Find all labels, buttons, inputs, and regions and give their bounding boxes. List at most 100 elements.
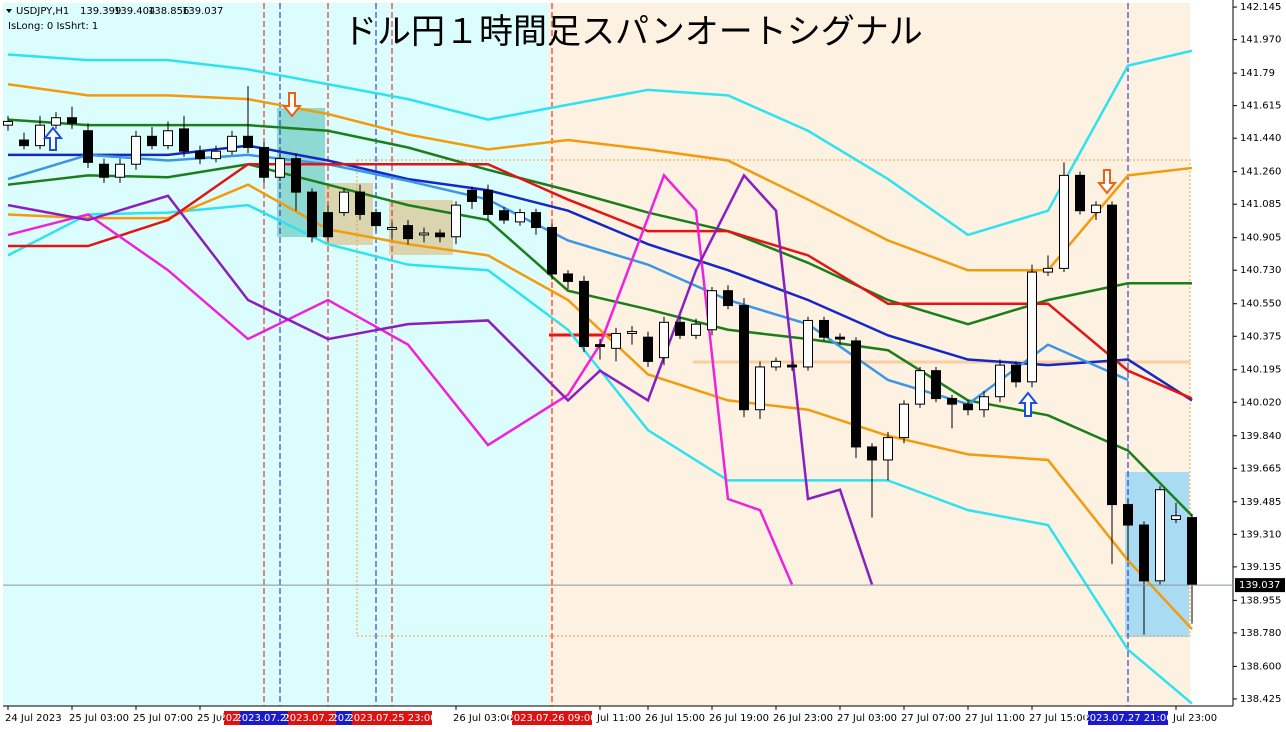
y-tick-label: 138.955 — [1240, 595, 1281, 606]
y-tick-label: 141.260 — [1240, 167, 1281, 178]
candle-down — [531, 212, 541, 228]
candle-up — [51, 117, 61, 126]
candle-up — [611, 332, 621, 349]
candle-up — [883, 437, 893, 461]
indicator-line — [7, 173, 874, 585]
candle-down — [243, 135, 253, 148]
buy-arrow — [42, 126, 64, 151]
candle-up — [339, 191, 349, 214]
candle-down — [483, 189, 493, 215]
candle-up — [35, 124, 45, 147]
candle-up — [691, 323, 701, 336]
plot — [3, 3, 1197, 706]
x-tick-label: 27 Jul 07:00 — [901, 713, 961, 724]
x-tick-label: Jul 11:00 — [596, 713, 641, 724]
y-tick-label: 140.375 — [1240, 331, 1281, 342]
indicator-line — [7, 162, 1193, 517]
x-tick-label: 25 Jul 03:00 — [69, 713, 129, 724]
y-tick-label: 140.730 — [1240, 265, 1281, 276]
y-tick-label: 141.970 — [1240, 35, 1281, 46]
candle-down — [1107, 204, 1117, 506]
indicator-line — [8, 162, 1193, 400]
candle-up — [115, 163, 125, 178]
y-tick-label: 142.145 — [1240, 2, 1281, 13]
candle-up — [803, 319, 813, 368]
y-tick-label: 139.840 — [1240, 431, 1281, 442]
candle-up — [1043, 267, 1053, 273]
y-tick-label: 141.440 — [1240, 133, 1281, 144]
range-outline — [356, 159, 1191, 637]
x-tick-label: 26 Jul 15:00 — [645, 713, 705, 724]
indicator-line — [7, 49, 1193, 237]
time-marker-label: 2023.07.25 19:00 — [283, 713, 372, 724]
x-tick-label: Jul 23:00 — [1172, 713, 1217, 724]
time-marker-label: 2023.07.25 23:00 — [347, 713, 436, 724]
candle-up — [1059, 174, 1069, 269]
time-marker-label: 2023.07.25 16:00 — [235, 713, 324, 724]
status: IsLong: 0 IsShrt: 1 — [8, 21, 98, 32]
candle-up — [1155, 489, 1165, 582]
time-marker-label: 2023.07.26 09:00 — [507, 713, 596, 724]
y-tick-label: 138.600 — [1240, 661, 1281, 672]
candle-down — [355, 191, 365, 215]
candle-down — [739, 305, 749, 411]
candle-down — [499, 210, 509, 221]
y-tick-label: 140.020 — [1240, 397, 1281, 408]
indicator-line — [8, 144, 1193, 402]
candle-up — [755, 366, 765, 411]
candle-up — [275, 158, 285, 178]
candle-down — [99, 163, 109, 178]
candle-up — [387, 226, 397, 230]
candle-down — [179, 128, 189, 152]
candle-up — [1091, 204, 1101, 214]
sell-arrow — [281, 92, 303, 118]
candle-down — [851, 340, 861, 448]
candle-up — [899, 403, 909, 439]
indicator-line — [7, 83, 1193, 272]
candle-up — [515, 212, 525, 223]
candle-up — [3, 120, 13, 126]
header-price: 138.856 — [148, 6, 189, 17]
y-tick-label: 141.085 — [1240, 199, 1281, 210]
indicator-line — [7, 153, 1129, 406]
candle-up — [707, 290, 717, 331]
candle-up — [995, 364, 1005, 398]
header-price: 139.399 — [80, 6, 121, 17]
candle-up — [419, 232, 429, 236]
candle-down — [867, 446, 877, 461]
peach-zone — [548, 3, 1190, 706]
candle-down — [963, 403, 973, 411]
candle-down — [259, 146, 269, 178]
chart-title: ドル円１時間足スパンオートシグナル — [343, 13, 923, 51]
indicator-line — [7, 118, 1192, 326]
collapse-icon — [6, 9, 12, 13]
candle-down — [147, 135, 157, 147]
candle-up — [915, 370, 925, 405]
candle-down — [643, 336, 653, 362]
candle-down — [947, 398, 957, 405]
candle-down — [787, 364, 797, 368]
candle-down — [563, 273, 573, 282]
candle-down — [931, 370, 941, 400]
y-tick-label: 138.780 — [1240, 628, 1281, 639]
header-price: 139.404 — [114, 6, 155, 17]
candle-down — [835, 336, 845, 340]
x-tick-label: 26 Jul 03:00 — [453, 713, 513, 724]
candle-down — [19, 139, 29, 147]
candle-up — [771, 360, 781, 368]
candle-up — [451, 204, 461, 238]
candle-down — [675, 321, 685, 336]
candle-down — [371, 212, 381, 227]
y-tick-label: 138.425 — [1240, 694, 1281, 705]
symbol: USDJPY,H1 — [16, 6, 69, 17]
candle-up — [627, 331, 637, 334]
time-marker-label: 2023.07.27 21:00 — [1083, 713, 1172, 724]
price-tag-label: 139.037 — [1239, 580, 1280, 591]
candle-up — [131, 135, 141, 165]
candle-down — [1139, 524, 1149, 582]
candle-down — [1075, 174, 1085, 212]
candle-down — [819, 319, 829, 338]
x-tick-label: 25 Jul 07:00 — [133, 713, 193, 724]
